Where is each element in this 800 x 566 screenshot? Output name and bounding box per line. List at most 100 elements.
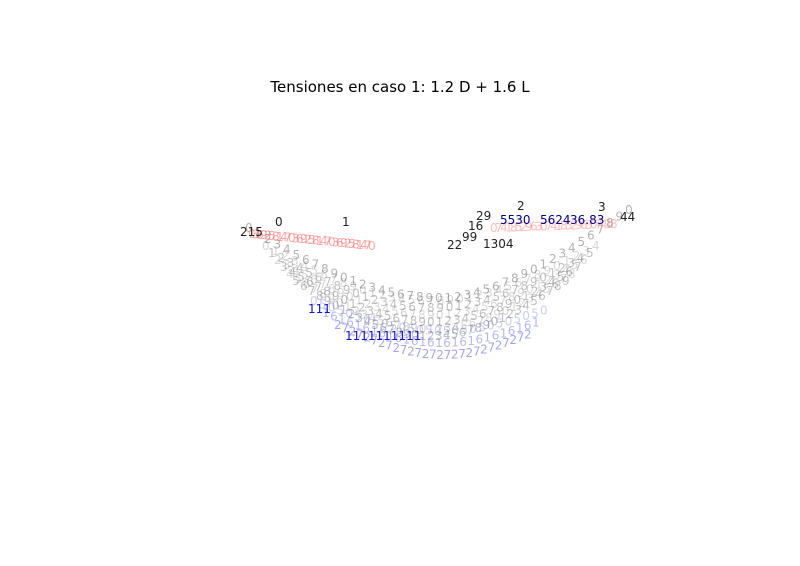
stress-glyph: 3	[283, 258, 291, 272]
stress-glyph: 1	[510, 300, 518, 314]
stress-glyph: 2	[570, 218, 578, 232]
stress-glyph: 6	[336, 236, 344, 250]
stress-glyph: 3	[332, 235, 340, 249]
stress-glyph: 6	[320, 268, 328, 282]
stress-glyph: 4	[296, 261, 304, 275]
stress-glyph: 4	[462, 311, 470, 325]
stress-glyph: 3	[453, 313, 461, 327]
stress-glyph: 4	[443, 328, 451, 342]
stress-glyph: 2	[392, 341, 400, 355]
stress-glyph: 8	[437, 294, 445, 308]
stress-glyph: 0	[452, 324, 460, 338]
stress-glyph: 2	[506, 307, 514, 321]
stress-glyph: 8	[521, 279, 529, 293]
stress-glyph: 0	[446, 300, 454, 314]
stress-glyph: 9	[349, 280, 357, 294]
stress-glyph: 1	[436, 315, 444, 329]
stress-glyph: 2	[549, 252, 557, 266]
stress-glyph: 1	[549, 266, 557, 280]
stress-glyph: 0	[340, 270, 348, 284]
stress-glyph: 0	[416, 323, 424, 337]
stress-glyph: 2	[349, 324, 357, 338]
stress-glyph: 6	[479, 307, 487, 321]
stress-glyph: 0	[456, 292, 464, 306]
stress-glyph: 5	[308, 233, 316, 247]
stress-glyph: 1	[451, 336, 459, 350]
stress-glyph: 1	[445, 307, 453, 321]
stress-glyph: 0	[540, 219, 548, 233]
stress-glyph: 7	[319, 278, 327, 292]
stress-glyph: 9	[446, 293, 454, 307]
stress-glyph: 5	[377, 314, 385, 328]
stress-glyph: 8	[496, 301, 504, 315]
stress-glyph: 6	[395, 331, 403, 345]
stress-glyph: 4	[375, 307, 383, 321]
stress-glyph: 3	[388, 290, 396, 304]
stress-glyph: 1	[522, 289, 530, 303]
stress-glyph: 2	[277, 251, 285, 265]
stress-glyph: 9	[427, 308, 435, 322]
stress-glyph: 2	[358, 301, 366, 315]
stress-glyph: 7	[312, 258, 320, 272]
stress-glyph: 4	[500, 221, 508, 235]
stress-glyph: 6	[379, 327, 387, 341]
stress-glyph: 1	[369, 286, 377, 300]
stress-glyph: 2	[454, 290, 462, 304]
stress-glyph: 7	[499, 294, 507, 308]
stress-glyph: 9	[530, 275, 538, 289]
stress-label: 16	[468, 219, 483, 233]
stress-glyph: 4	[286, 267, 294, 281]
stress-glyph: 3	[527, 292, 535, 306]
stress-glyph: 0	[336, 296, 344, 310]
stress-glyph: 8	[606, 216, 614, 230]
stress-glyph: 2	[352, 304, 360, 318]
stress-glyph: 8	[323, 285, 331, 299]
stress-glyph: 2	[466, 346, 474, 360]
stress-glyph: 5	[297, 270, 305, 284]
stress-glyph: 7	[371, 334, 379, 348]
stress-glyph: 5	[531, 306, 539, 320]
stress-glyph: 1	[500, 326, 508, 340]
stress-glyph: 5	[481, 300, 489, 314]
stress-glyph: 5	[292, 274, 300, 288]
stress-glyph: 8	[554, 279, 562, 293]
stress-glyph: 2	[524, 327, 532, 341]
stress-glyph: 3	[444, 321, 452, 335]
stress-glyph: 7	[418, 301, 426, 315]
stress-glyph: 2	[480, 343, 488, 357]
stress-glyph: 3	[274, 237, 282, 251]
stress-glyph: 4	[360, 238, 368, 252]
stress-glyph: 6	[524, 318, 532, 332]
stress-glyph: 0	[381, 317, 389, 331]
stress-glyph: 9	[343, 283, 351, 297]
stress-glyph: 7	[330, 272, 338, 286]
stress-glyph: 5	[301, 268, 309, 282]
stress-glyph: 5	[483, 283, 491, 297]
stress-glyph: 7	[341, 321, 349, 335]
stress-glyph: 9	[517, 286, 525, 300]
stress-glyph: 7	[414, 346, 422, 360]
stress-glyph: 0	[352, 287, 360, 301]
stress-glyph: 2	[378, 336, 386, 350]
stress-glyph: 2	[573, 249, 581, 263]
stress-glyph: 8	[352, 237, 360, 251]
stress-glyph: 3	[464, 288, 472, 302]
stress-glyph: 3	[585, 218, 593, 232]
stress-glyph: 4	[301, 259, 309, 273]
stress-glyph: 2	[363, 331, 371, 345]
stress-glyph: 9	[426, 291, 434, 305]
stress-glyph: 1	[419, 329, 427, 343]
stress-glyph: 3	[291, 254, 299, 268]
stress-glyph: 2	[495, 338, 503, 352]
stress-glyph: 1	[355, 294, 363, 308]
stress-glyph: 0	[513, 293, 521, 307]
stress-glyph: 6	[379, 321, 387, 335]
stress-glyph: 7	[356, 328, 364, 342]
stress-glyph: 7	[488, 304, 496, 318]
stress-glyph: 7	[308, 284, 316, 298]
stress-glyph: 0	[328, 300, 336, 314]
stress-glyph: 1	[555, 219, 563, 233]
stress-glyph: 3	[252, 227, 260, 241]
stress-glyph: 3	[559, 247, 567, 261]
stress-glyph: 0	[540, 303, 548, 317]
